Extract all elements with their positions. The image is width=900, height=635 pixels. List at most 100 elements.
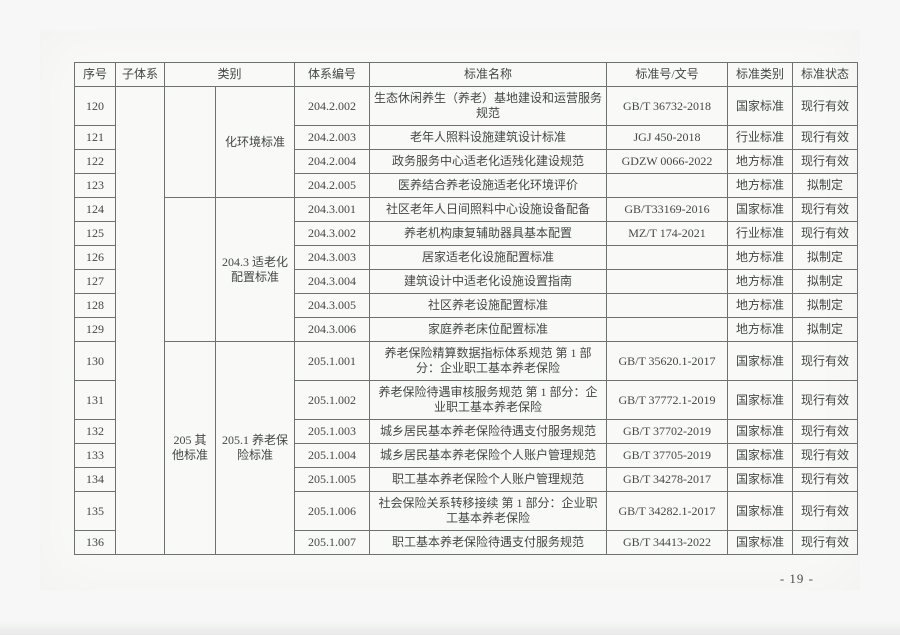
cell-standard-number: MZ/T 174-2021 (607, 222, 728, 246)
cell-standard-name: 社区养老设施配置标准 (370, 294, 607, 318)
cell-standard-type: 国家标准 (728, 420, 793, 444)
cell-standard-status: 现行有效 (793, 420, 858, 444)
cell-seq: 133 (75, 444, 116, 468)
cell-category-2: 205.1 养老保险标准 (216, 342, 295, 555)
cell-standard-number: GB/T 37705-2019 (607, 444, 728, 468)
cell-subsystem (116, 87, 165, 555)
cell-standard-number (607, 294, 728, 318)
cell-standard-name: 医养结合养老设施适老化环境评价 (370, 174, 607, 198)
cell-seq: 126 (75, 246, 116, 270)
cell-category-2: 204.3 适老化配置标准 (216, 198, 295, 342)
cell-seq: 125 (75, 222, 116, 246)
cell-category-1 (165, 87, 216, 198)
cell-standard-status: 现行有效 (793, 531, 858, 555)
bottom-shadow (0, 621, 900, 635)
cell-category-1: 205 其他标准 (165, 342, 216, 555)
cell-standard-status: 拟制定 (793, 270, 858, 294)
cell-standard-number: GDZW 0066-2022 (607, 150, 728, 174)
cell-standard-status: 现行有效 (793, 444, 858, 468)
cell-standard-number: GB/T 35620.1-2017 (607, 342, 728, 381)
cell-standard-name: 建筑设计中适老化设施设置指南 (370, 270, 607, 294)
cell-standard-type: 国家标准 (728, 531, 793, 555)
col-cat: 类别 (165, 63, 295, 87)
cell-code: 204.2.005 (295, 174, 370, 198)
cell-standard-status: 现行有效 (793, 150, 858, 174)
cell-seq: 120 (75, 87, 116, 126)
col-name: 标准名称 (370, 63, 607, 87)
cell-code: 204.3.004 (295, 270, 370, 294)
cell-standard-number: GB/T 34282.1-2017 (607, 492, 728, 531)
cell-standard-type: 地方标准 (728, 270, 793, 294)
cell-standard-type: 国家标准 (728, 444, 793, 468)
cell-code: 204.2.003 (295, 126, 370, 150)
cell-standard-type: 国家标准 (728, 492, 793, 531)
cell-standard-number: GB/T 37702-2019 (607, 420, 728, 444)
cell-code: 204.2.002 (295, 87, 370, 126)
cell-seq: 122 (75, 150, 116, 174)
cell-seq: 130 (75, 342, 116, 381)
cell-code: 205.1.003 (295, 420, 370, 444)
cell-standard-status: 现行有效 (793, 222, 858, 246)
cell-code: 205.1.002 (295, 381, 370, 420)
cell-standard-name: 职工基本养老保险个人账户管理规范 (370, 468, 607, 492)
standards-table: 序号 子体系 类别 体系编号 标准名称 标准号/文号 标准类别 标准状态 120… (74, 62, 858, 555)
col-num: 标准号/文号 (607, 63, 728, 87)
cell-code: 205.1.004 (295, 444, 370, 468)
cell-standard-type: 地方标准 (728, 294, 793, 318)
cell-standard-type: 国家标准 (728, 198, 793, 222)
cell-code: 204.3.006 (295, 318, 370, 342)
cell-standard-name: 居家适老化设施配置标准 (370, 246, 607, 270)
cell-seq: 132 (75, 420, 116, 444)
cell-seq: 123 (75, 174, 116, 198)
col-sub: 子体系 (116, 63, 165, 87)
cell-code: 205.1.001 (295, 342, 370, 381)
cell-standard-name: 养老机构康复辅助器具基本配置 (370, 222, 607, 246)
cell-standard-name: 生态休闲养生（养老）基地建设和运营服务规范 (370, 87, 607, 126)
cell-code: 204.2.004 (295, 150, 370, 174)
cell-seq: 134 (75, 468, 116, 492)
cell-seq: 135 (75, 492, 116, 531)
cell-standard-name: 养老保险精算数据指标体系规范 第 1 部分：企业职工基本养老保险 (370, 342, 607, 381)
cell-standard-number (607, 246, 728, 270)
cell-standard-name: 职工基本养老保险待遇支付服务规范 (370, 531, 607, 555)
cell-category-2: 化环境标准 (216, 87, 295, 198)
cell-standard-name: 城乡居民基本养老保险个人账户管理规范 (370, 444, 607, 468)
cell-standard-type: 国家标准 (728, 342, 793, 381)
cell-code: 204.3.003 (295, 246, 370, 270)
cell-seq: 131 (75, 381, 116, 420)
table-header-row: 序号 子体系 类别 体系编号 标准名称 标准号/文号 标准类别 标准状态 (75, 63, 858, 87)
cell-standard-type: 国家标准 (728, 381, 793, 420)
cell-standard-number (607, 318, 728, 342)
cell-seq: 128 (75, 294, 116, 318)
cell-standard-number (607, 270, 728, 294)
col-type: 标准类别 (728, 63, 793, 87)
cell-code: 205.1.005 (295, 468, 370, 492)
cell-standard-status: 现行有效 (793, 468, 858, 492)
cell-seq: 129 (75, 318, 116, 342)
cell-code: 204.3.001 (295, 198, 370, 222)
cell-standard-status: 现行有效 (793, 87, 858, 126)
col-code: 体系编号 (295, 63, 370, 87)
cell-code: 204.3.002 (295, 222, 370, 246)
page-root: 序号 子体系 类别 体系编号 标准名称 标准号/文号 标准类别 标准状态 120… (0, 0, 900, 635)
cell-standard-name: 社会保险关系转移接续 第 1 部分：企业职工基本养老保险 (370, 492, 607, 531)
cell-category-1 (165, 198, 216, 342)
cell-code: 204.3.005 (295, 294, 370, 318)
cell-standard-number: GB/T 37772.1-2019 (607, 381, 728, 420)
cell-standard-type: 国家标准 (728, 87, 793, 126)
col-stat: 标准状态 (793, 63, 858, 87)
cell-standard-number: GB/T 36732-2018 (607, 87, 728, 126)
cell-standard-type: 行业标准 (728, 222, 793, 246)
cell-standard-status: 拟制定 (793, 294, 858, 318)
cell-standard-status: 现行有效 (793, 198, 858, 222)
table-row: 130205 其他标准205.1 养老保险标准205.1.001养老保险精算数据… (75, 342, 858, 381)
cell-standard-number: GB/T33169-2016 (607, 198, 728, 222)
cell-standard-name: 家庭养老床位配置标准 (370, 318, 607, 342)
cell-standard-status: 现行有效 (793, 492, 858, 531)
cell-standard-name: 城乡居民基本养老保险待遇支付服务规范 (370, 420, 607, 444)
cell-standard-name: 老年人照料设施建筑设计标准 (370, 126, 607, 150)
cell-standard-name: 养老保险待遇审核服务规范 第 1 部分：企业职工基本养老保险 (370, 381, 607, 420)
cell-standard-type: 国家标准 (728, 468, 793, 492)
cell-standard-type: 地方标准 (728, 174, 793, 198)
cell-standard-name: 社区老年人日间照料中心设施设备配备 (370, 198, 607, 222)
